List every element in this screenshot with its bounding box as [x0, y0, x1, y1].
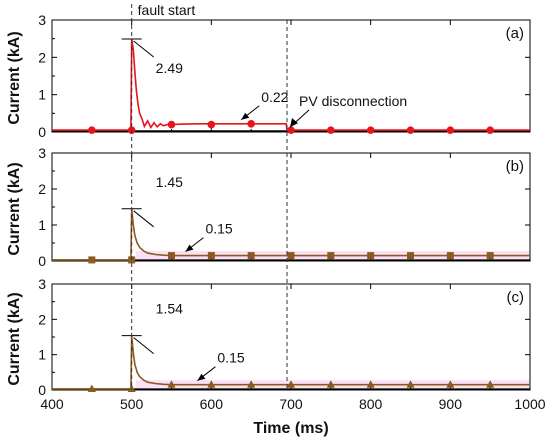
panel-tag: (b) — [506, 158, 524, 175]
y-tick-label: 2 — [38, 49, 46, 65]
x-tick-label: 800 — [359, 396, 383, 412]
y-tick-label: 2 — [38, 311, 46, 327]
data-point-marker — [326, 380, 335, 388]
y-axis-label: Current (kA) — [6, 31, 23, 124]
data-point-marker — [406, 126, 415, 134]
data-point-marker — [167, 380, 176, 388]
data-point-marker — [327, 126, 335, 134]
data-point-marker — [367, 252, 375, 260]
panel-2-frame — [51, 152, 531, 262]
y-axis-label: Current (kA) — [6, 292, 23, 385]
panel-2: 0 1 2 3 Current (kA) (b) 1.45 0.15 — [6, 145, 531, 269]
x-tick-label: 700 — [279, 396, 303, 412]
pv-disconnection-label: PV disconnection — [299, 93, 407, 109]
data-point-marker — [207, 120, 216, 129]
data-point-marker — [167, 120, 176, 129]
y-tick-label: 3 — [38, 145, 46, 161]
steady-value-label: 0.22 — [261, 89, 288, 105]
data-point-marker — [446, 252, 454, 260]
x-tick-label: 900 — [439, 396, 463, 412]
steady-arrowhead — [185, 244, 194, 252]
data-point-marker — [88, 256, 96, 264]
data-point-marker — [207, 380, 216, 388]
data-point-marker — [247, 252, 255, 260]
fault-start-label: fault start — [138, 2, 196, 18]
data-point-marker — [446, 380, 455, 388]
y-tick-label: 3 — [38, 12, 46, 28]
data-point-marker — [87, 384, 96, 392]
data-point-marker — [327, 252, 335, 260]
y-tick-label: 2 — [38, 181, 46, 197]
y-tick-label: 1 — [38, 87, 46, 103]
data-point-marker — [168, 252, 175, 260]
data-point-marker — [407, 252, 414, 260]
data-point-marker — [127, 384, 136, 392]
panel-3: 0 1 2 3 Current (kA) (c) 1.54 0.15 — [6, 276, 531, 398]
panel-1-frame — [51, 19, 531, 133]
peak-pointer — [133, 337, 154, 354]
steady-arrowhead — [197, 373, 206, 381]
peak-value-label: 1.45 — [156, 174, 183, 190]
data-point-marker — [366, 126, 375, 134]
x-tick-label: 500 — [120, 396, 144, 412]
data-point-marker — [486, 126, 494, 134]
data-point-marker — [486, 252, 494, 260]
panel-tag: (a) — [506, 25, 524, 42]
y-tick-label: 1 — [38, 347, 46, 363]
data-point-marker — [406, 380, 415, 388]
steady-value-label: 0.15 — [217, 350, 244, 366]
peak-pointer — [133, 210, 154, 228]
peak-value-label: 2.49 — [156, 60, 183, 76]
pv-disconnection-arrowhead — [290, 118, 299, 128]
data-point-marker — [247, 119, 255, 128]
data-point-marker — [88, 126, 96, 134]
data-point-marker — [287, 380, 295, 388]
y-axis-label: Current (kA) — [6, 162, 23, 255]
data-point-marker — [446, 126, 455, 134]
data-point-marker — [287, 252, 295, 260]
x-tick-label: 400 — [40, 396, 64, 412]
y-tick-label: 0 — [38, 382, 46, 398]
data-point-marker — [207, 252, 215, 260]
steady-value-label: 0.15 — [205, 221, 232, 237]
data-point-marker — [287, 126, 295, 134]
y-tick-label: 3 — [38, 276, 46, 292]
series-line — [52, 38, 530, 131]
x-axis-label: Time (ms) — [253, 420, 328, 437]
panel-3-frame — [51, 283, 531, 391]
panel-1: 0 1 2 3 Current (kA) (a) 2.49 0.22 — [6, 12, 531, 140]
steady-arrowhead — [241, 112, 250, 120]
peak-value-label: 1.54 — [156, 301, 183, 317]
x-tick-label: 600 — [200, 396, 224, 412]
x-tick-label: 1000 — [514, 396, 545, 412]
y-tick-label: 0 — [38, 253, 46, 269]
data-point-marker — [486, 380, 495, 388]
y-tick-label: 0 — [38, 124, 46, 140]
data-point-marker — [247, 380, 256, 388]
peak-pointer — [133, 40, 154, 58]
data-point-marker — [366, 380, 375, 388]
y-tick-label: 1 — [38, 217, 46, 233]
panel-tag: (c) — [507, 289, 525, 306]
